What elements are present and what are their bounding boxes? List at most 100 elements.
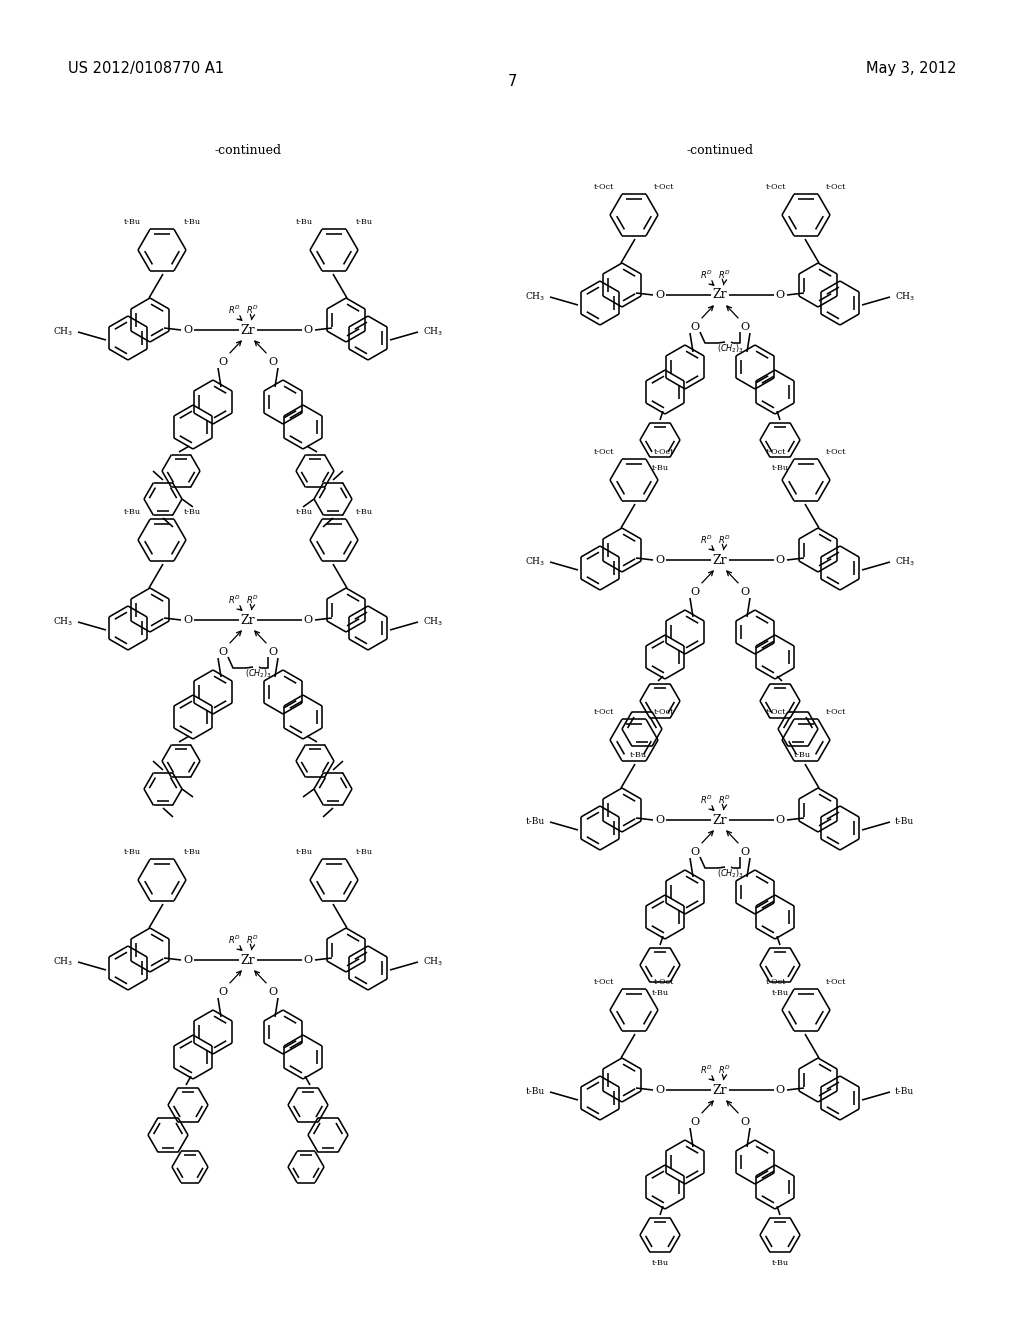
Text: O: O — [183, 325, 193, 335]
Text: -continued: -continued — [214, 144, 282, 157]
Text: t-Bu: t-Bu — [183, 508, 201, 516]
Text: O: O — [218, 987, 227, 997]
Text: CH$_3$: CH$_3$ — [895, 556, 915, 568]
Text: t-Bu: t-Bu — [651, 989, 669, 997]
Text: O: O — [740, 587, 750, 597]
Text: $R^D$: $R^D$ — [246, 304, 258, 317]
Text: $(CH_2)_3$: $(CH_2)_3$ — [717, 867, 743, 880]
Text: t-Bu: t-Bu — [124, 218, 140, 226]
Text: t-Oct: t-Oct — [653, 447, 674, 455]
Text: CH$_3$: CH$_3$ — [524, 556, 545, 568]
Text: Zr: Zr — [713, 1084, 727, 1097]
Text: CH$_3$: CH$_3$ — [52, 615, 73, 628]
Text: O: O — [655, 290, 665, 300]
Text: O: O — [303, 954, 312, 965]
Text: $R^D$: $R^D$ — [699, 793, 713, 807]
Text: t-Oct: t-Oct — [594, 708, 614, 715]
Text: $(CH_2)_3$: $(CH_2)_3$ — [245, 668, 271, 680]
Text: $R^D$: $R^D$ — [699, 269, 713, 281]
Text: $R^D$: $R^D$ — [718, 533, 730, 546]
Text: O: O — [690, 847, 699, 857]
Text: $R^D$: $R^D$ — [227, 304, 241, 317]
Text: O: O — [690, 1117, 699, 1127]
Text: t-Bu: t-Bu — [296, 218, 312, 226]
Text: $R^D$: $R^D$ — [699, 533, 713, 546]
Text: t-Oct: t-Oct — [766, 447, 786, 455]
Text: May 3, 2012: May 3, 2012 — [865, 61, 956, 75]
Text: Zr: Zr — [241, 953, 255, 966]
Text: t-Bu: t-Bu — [525, 817, 545, 826]
Text: $R^D$: $R^D$ — [718, 793, 730, 807]
Text: t-Bu: t-Bu — [296, 508, 312, 516]
Text: Zr: Zr — [713, 553, 727, 566]
Text: t-Bu: t-Bu — [794, 751, 811, 759]
Text: t-Bu: t-Bu — [296, 847, 312, 855]
Text: O: O — [183, 954, 193, 965]
Text: t-Bu: t-Bu — [124, 508, 140, 516]
Text: O: O — [775, 290, 784, 300]
Text: O: O — [775, 814, 784, 825]
Text: t-Bu: t-Bu — [183, 218, 201, 226]
Text: t-Oct: t-Oct — [825, 183, 846, 191]
Text: t-Bu: t-Bu — [525, 1088, 545, 1097]
Text: Zr: Zr — [241, 323, 255, 337]
Text: t-Bu: t-Bu — [895, 817, 914, 826]
Text: O: O — [303, 615, 312, 624]
Text: t-Bu: t-Bu — [771, 465, 788, 473]
Text: t-Oct: t-Oct — [653, 978, 674, 986]
Text: t-Bu: t-Bu — [771, 1259, 788, 1267]
Text: t-Oct: t-Oct — [825, 708, 846, 715]
Text: $(CH_2)_3$: $(CH_2)_3$ — [717, 343, 743, 355]
Text: t-Bu: t-Bu — [630, 751, 646, 759]
Text: t-Bu: t-Bu — [651, 1259, 669, 1267]
Text: $R^D$: $R^D$ — [718, 269, 730, 281]
Text: O: O — [655, 554, 665, 565]
Text: O: O — [218, 647, 227, 657]
Text: t-Bu: t-Bu — [651, 465, 669, 473]
Text: US 2012/0108770 A1: US 2012/0108770 A1 — [68, 61, 224, 75]
Text: CH$_3$: CH$_3$ — [423, 956, 443, 969]
Text: O: O — [268, 987, 278, 997]
Text: t-Oct: t-Oct — [766, 708, 786, 715]
Text: t-Bu: t-Bu — [771, 989, 788, 997]
Text: O: O — [740, 847, 750, 857]
Text: t-Oct: t-Oct — [825, 447, 846, 455]
Text: O: O — [740, 1117, 750, 1127]
Text: CH$_3$: CH$_3$ — [524, 290, 545, 304]
Text: t-Oct: t-Oct — [653, 183, 674, 191]
Text: t-Oct: t-Oct — [594, 447, 614, 455]
Text: CH$_3$: CH$_3$ — [423, 615, 443, 628]
Text: t-Bu: t-Bu — [895, 1088, 914, 1097]
Text: CH$_3$: CH$_3$ — [895, 290, 915, 304]
Text: Zr: Zr — [713, 813, 727, 826]
Text: t-Oct: t-Oct — [766, 183, 786, 191]
Text: O: O — [268, 356, 278, 367]
Text: t-Bu: t-Bu — [183, 847, 201, 855]
Text: $R^D$: $R^D$ — [718, 1064, 730, 1076]
Text: CH$_3$: CH$_3$ — [52, 956, 73, 969]
Text: O: O — [690, 587, 699, 597]
Text: t-Oct: t-Oct — [594, 183, 614, 191]
Text: $R^D$: $R^D$ — [699, 1064, 713, 1076]
Text: O: O — [183, 615, 193, 624]
Text: O: O — [268, 647, 278, 657]
Text: $R^D$: $R^D$ — [227, 594, 241, 606]
Text: t-Oct: t-Oct — [766, 978, 786, 986]
Text: O: O — [740, 322, 750, 333]
Text: 7: 7 — [507, 74, 517, 90]
Text: O: O — [303, 325, 312, 335]
Text: t-Bu: t-Bu — [355, 218, 373, 226]
Text: Zr: Zr — [713, 289, 727, 301]
Text: -continued: -continued — [686, 144, 754, 157]
Text: t-Bu: t-Bu — [124, 847, 140, 855]
Text: O: O — [655, 1085, 665, 1096]
Text: t-Bu: t-Bu — [355, 508, 373, 516]
Text: O: O — [655, 814, 665, 825]
Text: O: O — [775, 1085, 784, 1096]
Text: t-Oct: t-Oct — [653, 708, 674, 715]
Text: CH$_3$: CH$_3$ — [423, 326, 443, 338]
Text: $R^D$: $R^D$ — [246, 594, 258, 606]
Text: $R^D$: $R^D$ — [227, 933, 241, 946]
Text: $R^D$: $R^D$ — [246, 933, 258, 946]
Text: t-Oct: t-Oct — [594, 978, 614, 986]
